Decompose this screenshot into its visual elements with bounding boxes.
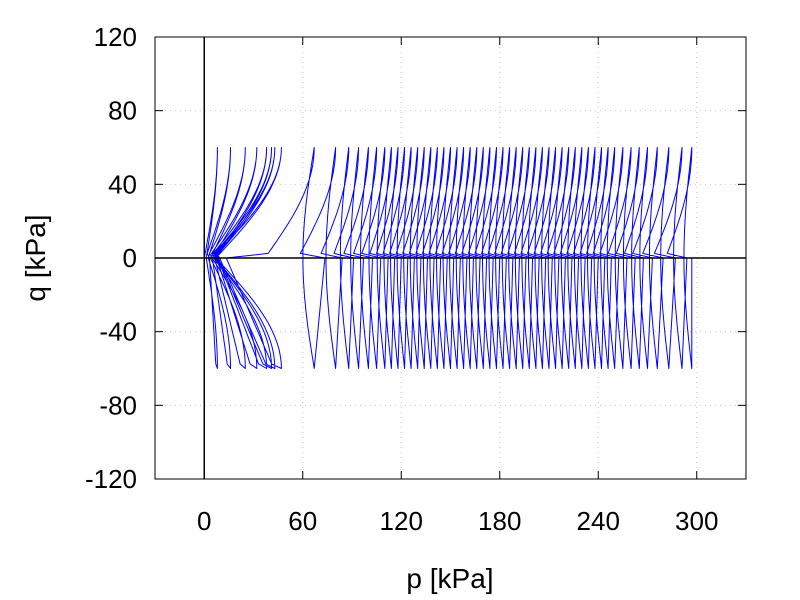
x-tick-label: 120 [380, 506, 423, 536]
x-axis-label: p [kPa] [406, 563, 493, 594]
y-tick-label: 120 [94, 22, 137, 52]
y-tick-label: -120 [85, 464, 137, 494]
tick-layer: 0 60 120 180 240 300 -120 -80 -40 0 40 80 120 [85, 22, 746, 536]
y-tick-label: -80 [99, 390, 137, 420]
axis-layer [154, 36, 747, 480]
y-tick-label: 40 [108, 169, 137, 199]
x-tick-label: 0 [197, 506, 211, 536]
x-tick-label: 60 [288, 506, 317, 536]
y-axis-label: q [kPa] [20, 214, 51, 301]
y-tick-label: -40 [99, 317, 137, 347]
x-tick-label: 240 [577, 506, 620, 536]
y-tick-label: 0 [123, 243, 137, 273]
y-tick-label: 80 [108, 96, 137, 126]
x-tick-label: 300 [675, 506, 718, 536]
x-tick-label: 180 [478, 506, 521, 536]
